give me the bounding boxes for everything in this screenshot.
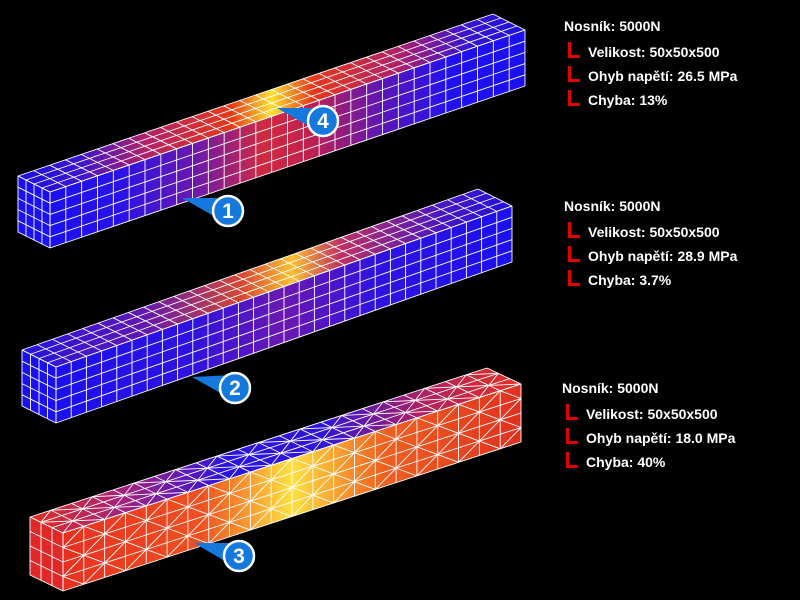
beam-1-bending-stress: Ohyb napětí: 26.5 MPa: [588, 68, 738, 84]
beam-1: [17, 13, 526, 249]
beam-3-marker: 3: [194, 539, 256, 573]
max-stress-marker-label: 4: [317, 110, 329, 133]
beam-2-marker-label: 2: [229, 377, 241, 400]
beam-1-marker-circle: [211, 194, 245, 228]
beam-2-marker-circle: [218, 371, 252, 405]
bracket-icon: [568, 269, 580, 286]
beam-2-size: Velikost: 50x50x500: [588, 224, 720, 240]
beam-3-error: Chyba: 40%: [586, 454, 666, 470]
beam-1-error: Chyba: 13%: [588, 92, 668, 108]
beam-3-info: Nosník: 5000N Velikost: 50x50x500 Ohyb n…: [562, 380, 735, 474]
beam-3-size: Velikost: 50x50x500: [586, 406, 718, 422]
beam-1-marker: 1: [182, 194, 245, 228]
beam-2: [21, 188, 513, 424]
bracket-icon: [568, 245, 580, 262]
beam-2-bending-stress: Ohyb napětí: 28.9 MPa: [588, 248, 738, 264]
bracket-icon: [566, 427, 578, 444]
max-stress-marker-circle: [306, 104, 340, 138]
bracket-icon: [566, 403, 578, 420]
beam-2-error: Chyba: 3.7%: [588, 272, 672, 288]
beam-2-marker: 2: [192, 371, 252, 405]
bracket-icon: [568, 65, 580, 82]
bracket-icon: [568, 41, 580, 58]
beam-3-load-title: Nosník: 5000N: [562, 380, 659, 396]
beam-1-load-title: Nosník: 5000N: [564, 18, 661, 34]
beam-3: [29, 367, 522, 592]
beam-2-info: Nosník: 5000N Velikost: 50x50x500 Ohyb n…: [564, 198, 737, 292]
beam-1-info: Nosník: 5000N Velikost: 50x50x500 Ohyb n…: [564, 18, 737, 112]
bracket-icon: [566, 451, 578, 468]
beam-2-mesh: [21, 188, 513, 424]
beam-3-marker-label: 3: [233, 545, 245, 568]
beam-3-marker-circle: [222, 539, 256, 573]
beam-1-marker-label: 1: [222, 200, 234, 223]
bracket-icon: [568, 89, 580, 106]
beam-3-bending-stress: Ohyb napětí: 18.0 MPa: [586, 430, 736, 446]
max-stress-marker: 4: [277, 104, 340, 138]
bracket-icon: [568, 221, 580, 238]
beam-1-size: Velikost: 50x50x500: [588, 44, 720, 60]
beam-2-load-title: Nosník: 5000N: [564, 198, 661, 214]
beam-3-mesh: [29, 367, 522, 592]
